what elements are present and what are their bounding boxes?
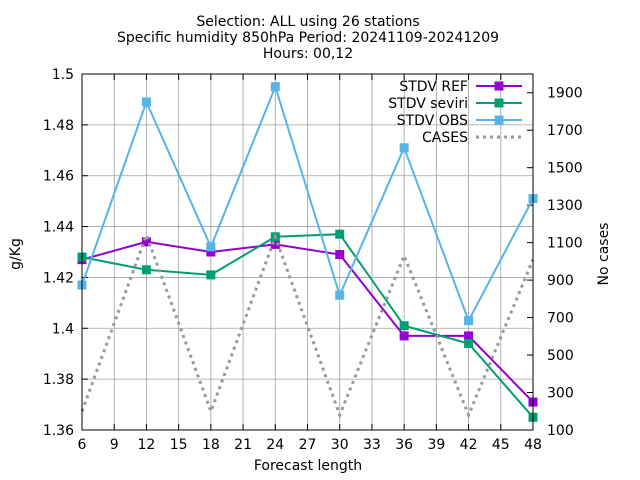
grid — [82, 74, 533, 430]
series-line — [81, 83, 534, 324]
legend-label: STDV OBS — [397, 113, 468, 129]
title-line-3: Hours: 00,12 — [263, 46, 353, 62]
y-tick-label: 1.36 — [43, 423, 74, 439]
data-point — [335, 250, 345, 260]
y2-tick-label: 1900 — [547, 86, 583, 102]
data-point — [335, 229, 345, 239]
y2-tick-label: 900 — [547, 273, 574, 289]
y2-tick-label: 1100 — [547, 236, 583, 252]
x-tick-label: 42 — [460, 437, 478, 453]
y-tick-label: 1.48 — [43, 118, 74, 134]
y2-tick-label: 100 — [547, 423, 574, 439]
x-axis-label: Forecast length — [254, 458, 362, 474]
x-tick-label: 6 — [78, 437, 87, 453]
legend-swatch-marker — [494, 81, 504, 91]
x-tick-label: 27 — [299, 437, 317, 453]
data-point — [464, 331, 474, 341]
x-tick-label: 9 — [110, 437, 119, 453]
y2-tick-label: 1300 — [547, 198, 583, 214]
y-tick-label: 1.42 — [43, 270, 74, 286]
legend-swatch-marker — [494, 115, 504, 125]
x-tick-label: 24 — [266, 437, 284, 453]
y2-tick-label: 500 — [547, 348, 574, 364]
data-point — [206, 270, 216, 280]
legend-label: STDV REF — [399, 79, 468, 95]
x-tick-label: 33 — [363, 437, 381, 453]
data-point — [270, 82, 280, 92]
y2-tick-label: 700 — [547, 311, 574, 327]
data-point — [399, 143, 409, 153]
data-point — [141, 237, 151, 247]
x-tick-label: 18 — [202, 437, 220, 453]
x-tick-label: 15 — [170, 437, 188, 453]
data-point — [270, 239, 280, 249]
y2-tick-label: 1500 — [547, 161, 583, 177]
title-line-2: Specific humidity 850hPa Period: 2024110… — [117, 30, 499, 46]
legend-label: CASES — [422, 130, 468, 146]
data-point — [141, 97, 151, 107]
series-layer — [77, 82, 538, 422]
series-line — [81, 233, 534, 418]
legend-swatch-marker — [494, 98, 504, 108]
y-tick-label: 1.38 — [43, 372, 74, 388]
data-point — [141, 265, 151, 275]
y2-tick-label: 300 — [547, 386, 574, 402]
x-tick-label: 21 — [234, 437, 252, 453]
x-tick-label: 12 — [138, 437, 156, 453]
axis-ticks: 6 9 12 15 18 21 24 27 30 33 36 39 42 45 48 1.36 1.38 1.4 1… — [43, 67, 583, 453]
y-tick-label: 1.4 — [52, 321, 74, 337]
data-point — [335, 290, 345, 300]
x-tick-label: 39 — [427, 437, 445, 453]
x-tick-label: 30 — [331, 437, 349, 453]
data-point — [399, 331, 409, 341]
title-line-1: Selection: ALL using 26 stations — [196, 14, 419, 30]
chart-title: Selection: ALL using 26 stations Specifi… — [117, 14, 499, 62]
y2-axis-label: No cases — [596, 223, 612, 286]
data-point — [399, 321, 409, 331]
y-tick-label: 1.46 — [43, 169, 74, 185]
y-tick-label: 1.44 — [43, 220, 74, 236]
y-tick-label: 1.5 — [52, 67, 74, 83]
x-tick-label: 45 — [492, 437, 510, 453]
data-point — [206, 242, 216, 252]
data-point — [464, 316, 474, 326]
data-point — [464, 339, 474, 349]
y-axis-label: g/Kg — [8, 238, 24, 270]
plot-frame — [81, 73, 534, 431]
x-tick-label: 36 — [395, 437, 413, 453]
x-tick-label: 48 — [524, 437, 542, 453]
series-line — [81, 240, 534, 403]
series-line — [80, 230, 535, 420]
legend-label: STDV seviri — [388, 96, 468, 112]
y2-tick-label: 1700 — [547, 123, 583, 139]
data-point — [206, 247, 216, 257]
